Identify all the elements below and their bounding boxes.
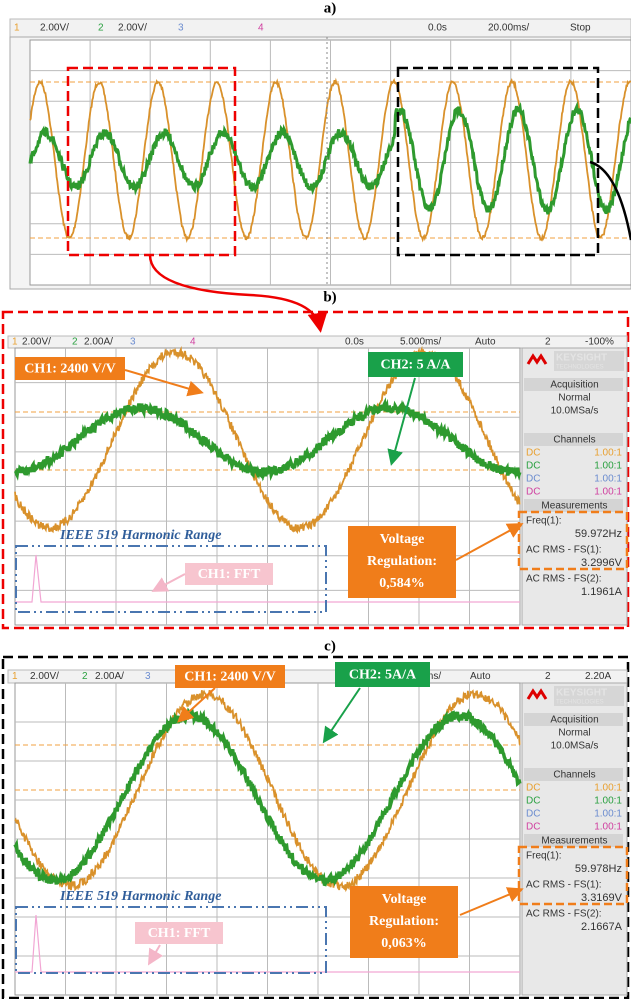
header-item: 2.00A/ (95, 671, 124, 682)
measurement-label: AC RMS - FS(2): (526, 574, 602, 585)
header-item: 2.20A (585, 671, 611, 682)
header-item: 5.000ms/ (400, 337, 441, 348)
header-item: 2.00A/ (84, 337, 113, 348)
channel-ratio: 1.00:1 (594, 809, 622, 820)
section-title: Acquisition (550, 715, 598, 726)
ch2-annotation: CH2: 5 A/A (381, 358, 452, 373)
measurement-value: 59.972Hz (575, 528, 622, 540)
panel-label: b) (323, 289, 336, 305)
acq-rate: 10.0MSa/s (551, 741, 599, 752)
acq-mode: Normal (558, 728, 590, 739)
measurement-value: 1.1961A (581, 586, 623, 598)
regulation-text: 0,063% (381, 936, 427, 951)
section-title: Channels (553, 770, 595, 781)
header-item: 2.00V/ (40, 23, 69, 34)
channel-ratio: 1.00:1 (594, 474, 622, 485)
panel-label: a) (324, 0, 337, 16)
measurement-value: 2.1667A (581, 921, 623, 933)
header-item: 2.00V/ (30, 671, 59, 682)
channel-coupling: DC (526, 809, 540, 820)
measurement-label: Freq(1): (526, 516, 562, 527)
channel-ratio: 1.00:1 (594, 461, 622, 472)
header-item: 2 (98, 23, 104, 34)
channel-coupling: DC (526, 487, 540, 498)
ch1-annotation: CH1: 2400 V/V (184, 670, 276, 685)
header-item: 2.00V/ (118, 23, 147, 34)
fft-annotation: CH1: FFT (148, 926, 211, 941)
header-item: 3 (130, 337, 136, 348)
header-item: 3 (178, 23, 184, 34)
acq-rate: 10.0MSa/s (551, 406, 599, 417)
ch2-annotation: CH2: 5A/A (349, 668, 417, 683)
header-item: 4 (258, 23, 264, 34)
figure: a)b)c)12.00V/22.00V/340.0s20.00ms/Stop12… (0, 0, 631, 999)
section-title: Channels (553, 435, 595, 446)
regulation-text: Regulation: (369, 914, 439, 929)
header-item: 20.00ms/ (488, 23, 529, 34)
channel-ratio: 1.00:1 (594, 796, 622, 807)
header-item: 2 (545, 671, 551, 682)
channel-coupling: DC (526, 783, 540, 794)
header-item: 2 (82, 671, 88, 682)
regulation-text: Voltage (380, 532, 425, 547)
ieee-label: IEEE 519 Harmonic Range (59, 528, 221, 543)
section-title: Measurements (541, 836, 607, 847)
measurement-value: 3.2996V (581, 557, 623, 569)
header-item: 1 (12, 671, 18, 682)
brand-bg (554, 351, 624, 371)
channel-ratio: 1.00:1 (594, 448, 622, 459)
measurement-label: Freq(1): (526, 851, 562, 862)
measurement-label: AC RMS - FS(1): (526, 880, 602, 891)
regulation-text: Regulation: (367, 554, 437, 569)
header-item: -100% (585, 337, 614, 348)
section-title: Measurements (541, 501, 607, 512)
header-item: 3 (145, 671, 151, 682)
header-item: 0.0s (428, 23, 447, 34)
measurement-value: 3.3169V (581, 892, 623, 904)
header-item: Stop (570, 23, 591, 34)
section-title: Acquisition (550, 380, 598, 391)
channel-ratio: 1.00:1 (594, 487, 622, 498)
header-item: 1 (12, 337, 18, 348)
channel-coupling: DC (526, 796, 540, 807)
acq-mode: Normal (558, 393, 590, 404)
channel-ratio: 1.00:1 (594, 822, 622, 833)
channel-coupling: DC (526, 822, 540, 833)
measurement-label: AC RMS - FS(2): (526, 909, 602, 920)
channel-ratio: 1.00:1 (594, 783, 622, 794)
regulation-text: 0,584% (379, 576, 425, 591)
channel-coupling: DC (526, 474, 540, 485)
header-item: 4 (190, 337, 196, 348)
channel-coupling: DC (526, 448, 540, 459)
measurement-label: AC RMS - FS(1): (526, 545, 602, 556)
header-item: 0.0s (345, 337, 364, 348)
channel-coupling: DC (526, 461, 540, 472)
fft-annotation: CH1: FFT (198, 567, 261, 582)
measurement-value: 59.978Hz (575, 863, 622, 875)
brand-bg (554, 686, 624, 706)
regulation-text: Voltage (382, 892, 427, 907)
header-item: 1 (14, 23, 20, 34)
header-item: Auto (475, 337, 496, 348)
header-item: 2 (545, 337, 551, 348)
header-item: 2.00V/ (22, 337, 51, 348)
header-item: 2 (72, 337, 78, 348)
ch1-annotation: CH1: 2400 V/V (24, 362, 116, 377)
ieee-label: IEEE 519 Harmonic Range (59, 889, 221, 904)
panel-label: c) (324, 638, 336, 654)
header-item: Auto (470, 671, 491, 682)
